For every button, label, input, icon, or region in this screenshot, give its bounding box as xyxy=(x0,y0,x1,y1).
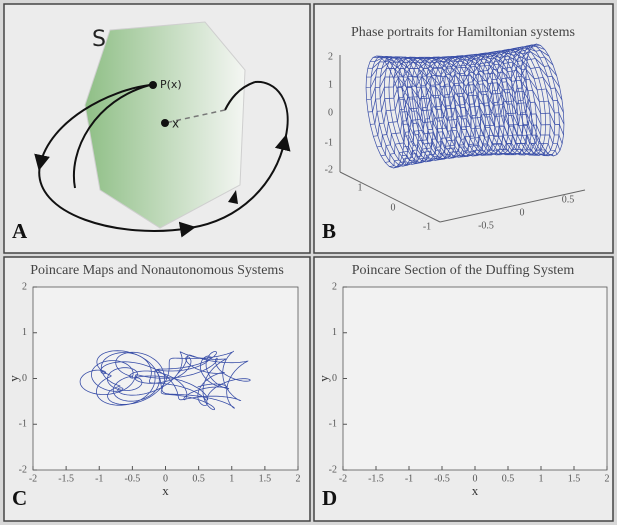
y-tick-label: 0.5 xyxy=(562,194,575,205)
x-tick-label: -1.5 xyxy=(368,473,384,484)
panel-title: Phase portraits for Hamiltonian systems xyxy=(351,25,575,40)
y-tick-label: 2 xyxy=(332,281,337,292)
z-tick-label: 1 xyxy=(328,79,333,90)
panel-letter: B xyxy=(322,219,336,243)
figure: S P(x) x A Phase portraits for Hamiltoni… xyxy=(0,0,617,525)
y-tick-label: 0 xyxy=(22,373,27,384)
plot-area xyxy=(343,287,607,470)
x-tick-label: -0.5 xyxy=(434,473,450,484)
x-tick-label: -1.5 xyxy=(58,473,74,484)
x-tick-label: 0.5 xyxy=(502,473,515,484)
y-axis-label: y xyxy=(316,375,331,382)
x-tick-label: -2 xyxy=(339,473,347,484)
x-tick-label: -2 xyxy=(29,473,37,484)
x-tick-label: 1 xyxy=(358,182,363,193)
x-tick-label: -1 xyxy=(405,473,413,484)
x-tick-label: 0.5 xyxy=(192,473,205,484)
point-label: x xyxy=(172,117,179,131)
y-tick-label: -2 xyxy=(19,464,27,475)
point xyxy=(161,119,169,127)
x-tick-label: 0 xyxy=(391,202,396,213)
y-axis-label: y xyxy=(6,375,21,382)
y-tick-label: -0.5 xyxy=(478,220,494,231)
x-tick-label: 1 xyxy=(229,473,234,484)
point-label: P(x) xyxy=(160,78,182,91)
x-tick-label: -0.5 xyxy=(124,473,140,484)
z-tick-label: 0 xyxy=(328,107,333,118)
panel-title: Poincare Maps and Nonautonomous Systems xyxy=(30,263,284,278)
x-tick-label: 1.5 xyxy=(259,473,272,484)
y-tick-label: -1 xyxy=(329,419,337,430)
panel-title: Poincare Section of the Duffing System xyxy=(352,263,575,278)
y-tick-label: -2 xyxy=(329,464,337,475)
panel-letter: C xyxy=(12,486,27,510)
panel-letter: A xyxy=(12,219,28,243)
x-tick-label: -1 xyxy=(95,473,103,484)
x-tick-label: 2 xyxy=(605,473,610,484)
set-label: S xyxy=(92,27,106,52)
x-axis-label: x xyxy=(162,483,169,498)
y-tick-label: 0 xyxy=(332,373,337,384)
panel-b xyxy=(314,4,613,253)
point xyxy=(149,81,157,89)
x-tick-label: -1 xyxy=(423,221,431,232)
z-tick-label: 2 xyxy=(328,51,333,62)
x-tick-label: 1 xyxy=(539,473,544,484)
z-tick-label: -1 xyxy=(325,137,333,148)
y-tick-label: 2 xyxy=(22,281,27,292)
z-tick-label: -2 xyxy=(325,164,333,175)
x-axis-label: x xyxy=(472,483,479,498)
y-tick-label: 0 xyxy=(520,207,525,218)
y-tick-label: 1 xyxy=(22,327,27,338)
x-tick-label: 1.5 xyxy=(568,473,581,484)
y-tick-label: 1 xyxy=(332,327,337,338)
x-tick-label: 2 xyxy=(296,473,301,484)
panel-letter: D xyxy=(322,486,337,510)
y-tick-label: -1 xyxy=(19,419,27,430)
